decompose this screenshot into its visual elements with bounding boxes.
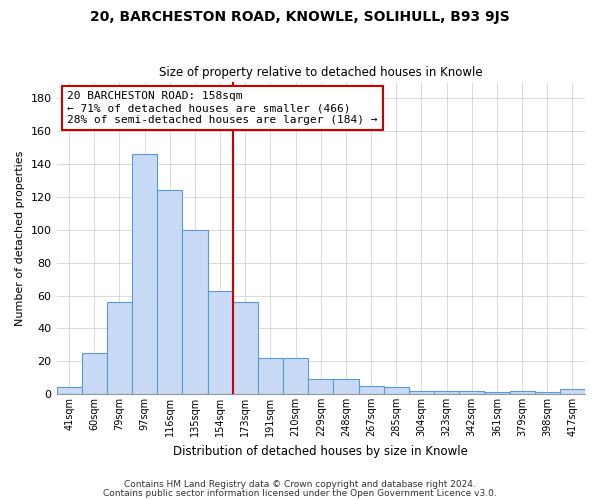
Bar [132, 154, 157, 394]
Text: Contains public sector information licensed under the Open Government Licence v3: Contains public sector information licen… [103, 489, 497, 498]
Text: 20 BARCHESTON ROAD: 158sqm
← 71% of detached houses are smaller (466)
28% of sem: 20 BARCHESTON ROAD: 158sqm ← 71% of deta… [67, 92, 377, 124]
Bar [359, 386, 383, 394]
Bar [258, 358, 283, 394]
Bar [535, 392, 560, 394]
Bar [107, 302, 132, 394]
Bar [182, 230, 208, 394]
Bar [208, 290, 233, 394]
Title: Size of property relative to detached houses in Knowle: Size of property relative to detached ho… [159, 66, 482, 80]
Bar [383, 388, 409, 394]
Text: Contains HM Land Registry data © Crown copyright and database right 2024.: Contains HM Land Registry data © Crown c… [124, 480, 476, 489]
Bar [56, 388, 82, 394]
Bar [283, 358, 308, 394]
Bar [334, 379, 359, 394]
Bar [409, 390, 434, 394]
Bar [82, 353, 107, 394]
Bar [308, 379, 334, 394]
Bar [560, 389, 585, 394]
Bar [484, 392, 509, 394]
Bar [509, 390, 535, 394]
Bar [233, 302, 258, 394]
Bar [459, 390, 484, 394]
Y-axis label: Number of detached properties: Number of detached properties [15, 150, 25, 326]
Bar [434, 390, 459, 394]
Text: 20, BARCHESTON ROAD, KNOWLE, SOLIHULL, B93 9JS: 20, BARCHESTON ROAD, KNOWLE, SOLIHULL, B… [90, 10, 510, 24]
X-axis label: Distribution of detached houses by size in Knowle: Distribution of detached houses by size … [173, 444, 468, 458]
Bar [157, 190, 182, 394]
